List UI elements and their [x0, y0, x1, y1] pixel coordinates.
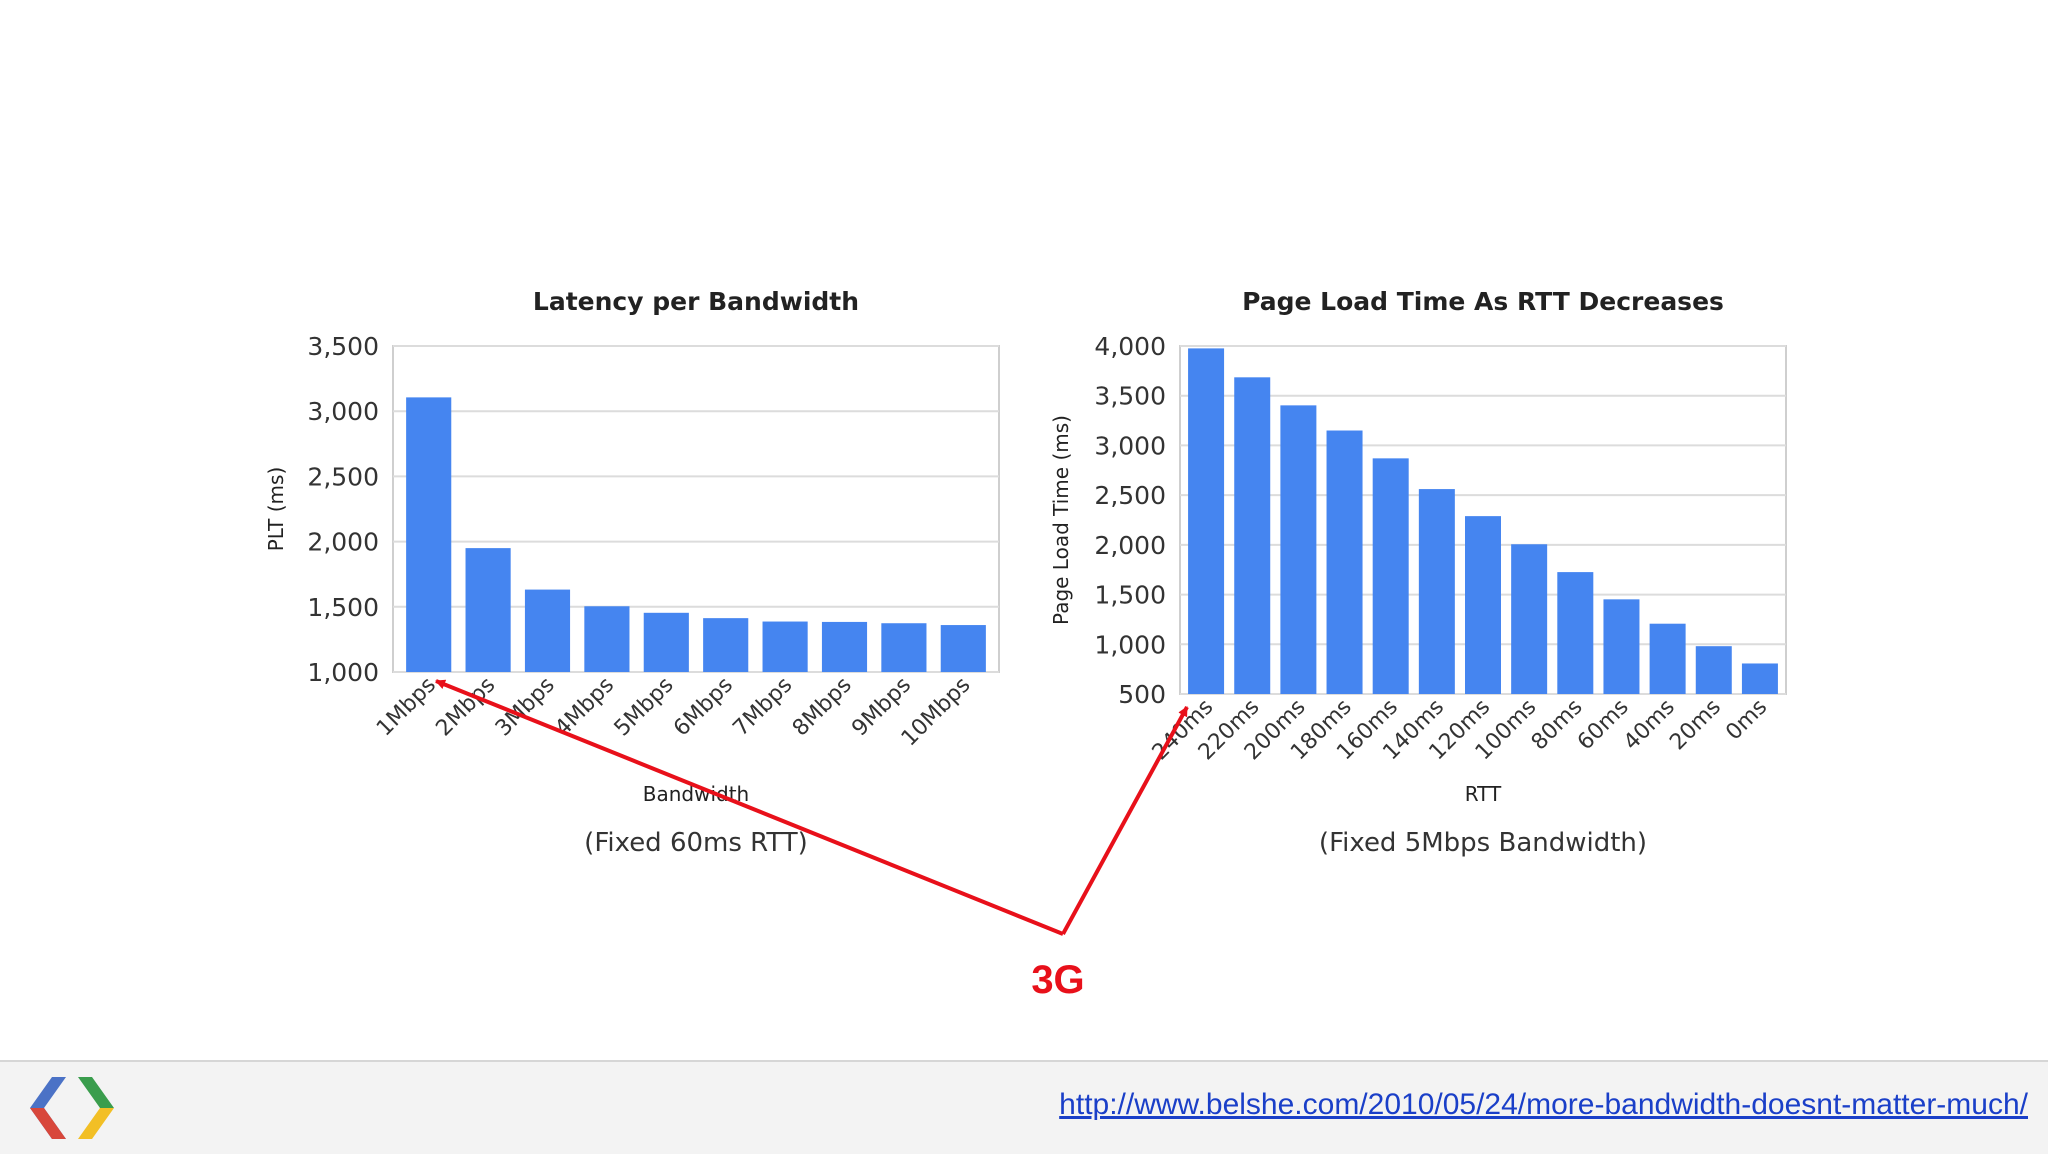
left-bar-6mbps	[703, 618, 749, 672]
right-x-axis-label: RTT	[1465, 782, 1502, 806]
footer-bar: http://www.belshe.com/2010/05/24/more-ba…	[0, 1060, 2048, 1154]
source-link[interactable]: http://www.belshe.com/2010/05/24/more-ba…	[1059, 1088, 2028, 1121]
right-bar-80ms	[1557, 572, 1594, 694]
left-bar-2mbps	[465, 548, 511, 672]
right-y-tick-label: 1,500	[1094, 581, 1166, 610]
left-x-tick-label: 6Mbps	[669, 673, 738, 742]
callout-arrow-left	[435, 679, 1064, 936]
left-y-tick-label: 1,000	[307, 658, 379, 687]
left-x-tick-label: 5Mbps	[610, 673, 679, 742]
right-bar-0ms	[1741, 663, 1778, 694]
right-bar-140ms	[1418, 489, 1455, 694]
left-bar-5mbps	[643, 612, 689, 672]
chart-latency-per-bandwidth: 1,0001,5002,0002,5003,0003,5001Mbps2Mbps…	[264, 287, 1000, 858]
left-bar-8mbps	[821, 621, 868, 672]
right-chart-title: Page Load Time As RTT Decreases	[1242, 287, 1724, 316]
right-bar-200ms	[1280, 405, 1317, 694]
right-y-tick-label: 3,000	[1094, 431, 1166, 460]
right-y-tick-label: 4,000	[1094, 332, 1166, 361]
right-x-tick-label: 20ms	[1665, 695, 1726, 756]
left-x-tick-label: 1Mbps	[372, 673, 441, 742]
callout-label-3g: 3G	[1031, 958, 1084, 1002]
left-bar-9mbps	[881, 623, 927, 672]
right-y-tick-label: 1,000	[1094, 630, 1166, 659]
right-y-tick-label: 2,000	[1094, 531, 1166, 560]
left-y-tick-label: 2,500	[307, 462, 379, 491]
right-y-axis-label: Page Load Time (ms)	[1049, 415, 1073, 625]
right-x-tick-label: 60ms	[1573, 695, 1634, 756]
left-y-tick-label: 1,500	[307, 593, 379, 622]
left-x-tick-label: 7Mbps	[728, 673, 797, 742]
right-bar-20ms	[1695, 646, 1732, 694]
left-y-tick-label: 3,000	[307, 397, 379, 426]
right-y-tick-label: 2,500	[1094, 481, 1166, 510]
left-y-axis-label: PLT (ms)	[264, 467, 288, 552]
right-x-tick-label: 0ms	[1721, 695, 1772, 746]
left-chart-caption: (Fixed 60ms RTT)	[584, 828, 808, 858]
left-chart-title: Latency per Bandwidth	[533, 287, 859, 316]
right-y-tick-label: 3,500	[1094, 382, 1166, 411]
left-y-tick-label: 2,000	[307, 528, 379, 557]
right-bar-60ms	[1603, 599, 1640, 694]
callout-arrow-right	[1061, 706, 1189, 935]
left-y-tick-label: 3,500	[307, 332, 379, 361]
left-bar-10mbps	[940, 625, 986, 672]
right-bar-240ms	[1188, 348, 1225, 694]
right-y-tick-label: 500	[1118, 680, 1166, 709]
chart-page-load-time-rtt: 5001,0001,5002,0002,5003,0003,5004,00024…	[1049, 287, 1787, 858]
left-x-tick-label: 8Mbps	[788, 673, 857, 742]
left-bar-3mbps	[524, 589, 571, 672]
google-chrome-developers-logo-icon	[30, 1077, 114, 1139]
right-bar-100ms	[1511, 544, 1548, 694]
right-bar-40ms	[1649, 623, 1686, 694]
callout-arrows: 3G	[435, 679, 1189, 1002]
right-bar-160ms	[1372, 458, 1409, 694]
right-x-tick-label: 80ms	[1527, 695, 1588, 756]
left-bar-4mbps	[584, 606, 630, 672]
right-bar-180ms	[1326, 430, 1363, 694]
right-bar-120ms	[1465, 516, 1501, 694]
right-x-tick-label: 40ms	[1619, 695, 1680, 756]
right-bar-220ms	[1234, 377, 1271, 694]
left-bar-7mbps	[762, 621, 808, 672]
left-bar-1mbps	[406, 397, 452, 672]
right-chart-caption: (Fixed 5Mbps Bandwidth)	[1319, 828, 1647, 858]
